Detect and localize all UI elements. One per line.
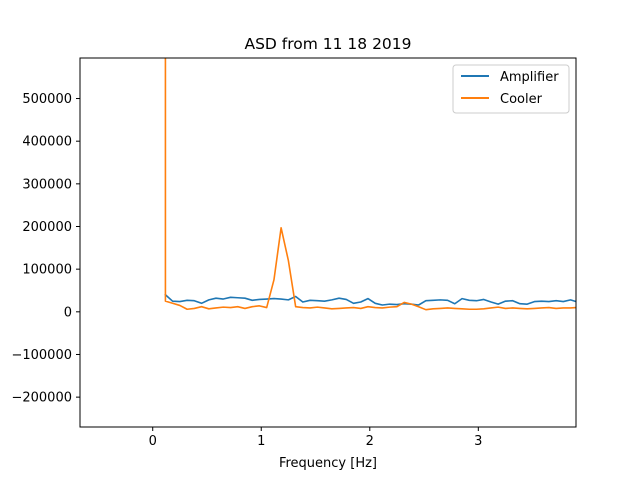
legend: Amplifier Cooler: [452, 64, 570, 114]
y-axis-ticks: −200000 −100000 0 100000 200000 300000 400000 5…: [11, 92, 80, 406]
legend-label-cooler: Cooler: [500, 92, 543, 107]
y-tick-label: −100000: [11, 348, 72, 363]
chart-title: ASD from 11 18 2019: [244, 35, 411, 53]
x-tick-label: 0: [149, 434, 157, 449]
y-tick-label: 0: [64, 305, 72, 320]
x-axis-ticks: 0 1 2 3: [149, 427, 482, 449]
y-tick-label: 300000: [22, 177, 72, 192]
plot-frame: [79, 57, 577, 428]
y-tick-label: −200000: [11, 391, 72, 406]
y-tick-label: 100000: [22, 263, 72, 278]
plot-area: [80, 58, 576, 427]
y-tick-label: 200000: [22, 220, 72, 235]
x-tick-label: 1: [257, 434, 265, 449]
x-tick-label: 2: [366, 434, 374, 449]
x-tick-label: 3: [474, 434, 482, 449]
series-line-amplifier: [164, 293, 576, 306]
legend-label-amplifier: Amplifier: [500, 70, 559, 85]
x-axis-label: Frequency [Hz]: [279, 456, 377, 471]
series-layer: [164, 58, 576, 311]
y-tick-label: 400000: [22, 135, 72, 150]
series-line-cooler: [164, 58, 576, 311]
y-tick-label: 500000: [22, 92, 72, 107]
